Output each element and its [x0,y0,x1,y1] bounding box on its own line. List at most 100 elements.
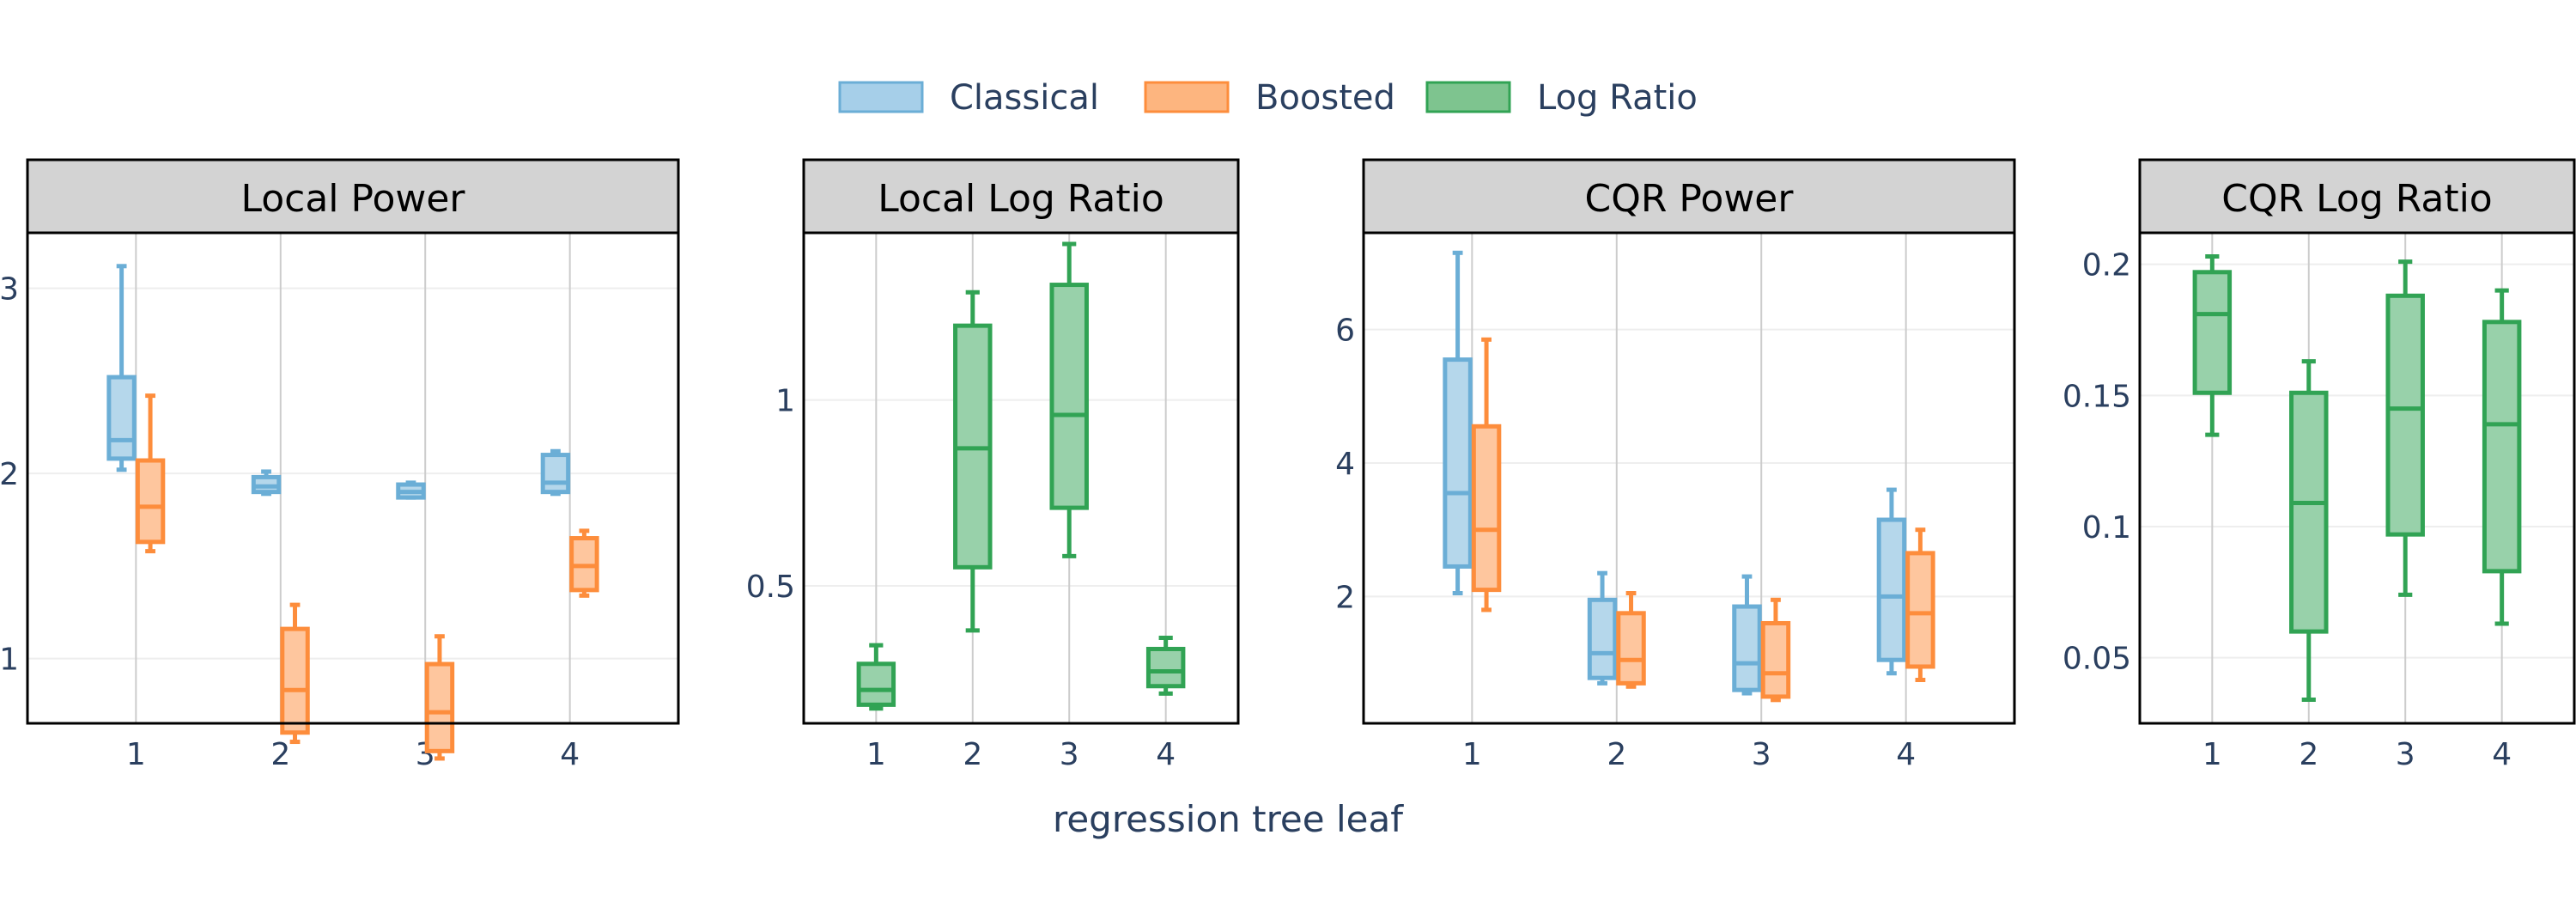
panel-title-strip [802,158,1240,235]
y-tick-label: 4 [1335,447,1355,482]
legend: Classical Boosted Log Ratio [838,78,1698,118]
x-tick-label: 2 [270,737,290,772]
box-boosted-leaf-1[interactable] [135,393,166,554]
legend-label-log-ratio: Log Ratio [1537,78,1698,118]
box-iqr [280,626,310,735]
box-iqr [135,458,166,545]
panel-title: CQR Log Ratio [2221,177,2492,221]
x-tick-label: 4 [1156,737,1176,772]
box-classical-leaf-3[interactable] [1732,574,1762,696]
box-boosted-leaf-3[interactable] [424,634,455,761]
box-boosted-leaf-4[interactable] [1905,527,1935,683]
x-tick-label: 3 [1752,737,1771,772]
box-log-ratio-leaf-1[interactable] [856,643,896,711]
box-classical-leaf-1[interactable] [1443,250,1473,596]
y-tick-label: 1 [775,384,795,419]
box-iqr [1145,646,1186,689]
box-iqr [106,375,137,461]
x-axis-title: regression tree leaf [1053,798,1404,840]
legend-swatch-log-ratio [1425,81,1511,113]
legend-label-classical: Classical [950,78,1099,118]
legend-swatch-classical [838,81,924,113]
legend-entry-log-ratio[interactable]: Log Ratio [1425,78,1698,118]
box-boosted-leaf-3[interactable] [1760,597,1791,703]
plot-frame [2138,231,2576,725]
plot-frame [802,231,1240,725]
box-iqr [540,453,571,495]
box-log-ratio-leaf-1[interactable] [2192,253,2233,437]
box-classical-leaf-4[interactable] [540,448,571,497]
panel-title-strip [2138,158,2576,235]
box-iqr [2289,390,2329,634]
x-tick-label: 1 [1462,737,1482,772]
box-iqr [2192,270,2233,395]
box-classical-leaf-2[interactable] [251,469,282,497]
box-log-ratio-leaf-3[interactable] [1049,241,1089,558]
box-log-ratio-leaf-2[interactable] [953,289,993,633]
box-log-ratio-leaf-3[interactable] [2385,259,2425,597]
x-tick-label: 2 [963,737,982,772]
panel-title: Local Power [240,177,465,221]
y-tick-label: 2 [1335,580,1355,615]
legend-entry-classical[interactable]: Classical [838,78,1099,118]
box-iqr [856,661,896,707]
y-tick-label: 1 [0,643,19,678]
x-tick-label: 3 [2396,737,2415,772]
panel-title-strip [1362,158,2016,235]
y-tick-label: 0.15 [2063,379,2131,414]
x-tick-label: 2 [1607,737,1626,772]
panel-cqr-power: CQR Power 2 4 6 1 2 3 4 [1335,158,2016,772]
box-log-ratio-leaf-4[interactable] [1145,636,1186,696]
plot-frame [1362,231,2016,725]
box-boosted-leaf-2[interactable] [280,602,310,745]
x-tick-label: 4 [560,737,580,772]
x-tick-label: 1 [2202,737,2222,772]
y-tick-label: 0.5 [746,570,795,605]
box-iqr [1905,551,1935,669]
x-tick-label: 4 [1896,737,1916,772]
y-tick-label: 0.1 [2082,510,2131,545]
box-classical-leaf-3[interactable] [396,480,426,500]
legend-entry-boosted[interactable]: Boosted [1144,78,1395,118]
box-iqr [1049,283,1089,510]
box-iqr [1732,604,1762,692]
x-tick-label: 2 [2299,737,2318,772]
x-tick-label: 3 [1060,737,1079,772]
y-tick-label: 2 [0,457,19,492]
box-iqr [2385,293,2425,537]
box-boosted-leaf-4[interactable] [569,528,599,598]
box-iqr [1876,517,1907,662]
x-tick-label: 4 [2492,737,2512,772]
box-log-ratio-leaf-4[interactable] [2482,288,2522,626]
plot-frame [26,231,680,725]
panel-cqr-log-ratio: CQR Log Ratio 0.05 0.1 0.15 0.2 1 2 3 4 [2063,158,2576,772]
legend-label-boosted: Boosted [1255,78,1395,118]
box-classical-leaf-4[interactable] [1876,487,1907,676]
x-tick-label: 1 [866,737,886,772]
y-tick-label: 0.2 [2082,248,2131,283]
y-tick-label: 3 [0,272,19,308]
box-iqr [424,661,455,753]
legend-swatch-boosted [1144,81,1230,113]
box-iqr [1616,611,1646,686]
panel-title: CQR Power [1585,177,1795,221]
panel-title: Local Log Ratio [878,177,1164,221]
panel-title-strip [26,158,680,235]
box-log-ratio-leaf-2[interactable] [2289,359,2329,703]
panels: Local Power 1 2 3 1 2 3 4 Local Log Ratio 0.5 1 1 2 3… [0,158,2576,772]
y-tick-label: 0.05 [2063,642,2131,677]
box-iqr [2482,320,2522,574]
box-iqr [1760,620,1791,699]
x-tick-label: 1 [126,737,146,772]
box-iqr [1587,597,1618,680]
box-boosted-leaf-1[interactable] [1471,337,1502,613]
y-tick-label: 6 [1335,314,1355,349]
box-classical-leaf-2[interactable] [1587,570,1618,686]
box-iqr [1443,357,1473,569]
box-iqr [1471,424,1502,593]
box-boosted-leaf-2[interactable] [1616,591,1646,689]
panel-local-log-ratio: Local Log Ratio 0.5 1 1 2 3 4 [746,158,1240,772]
box-classical-leaf-1[interactable] [106,264,137,472]
